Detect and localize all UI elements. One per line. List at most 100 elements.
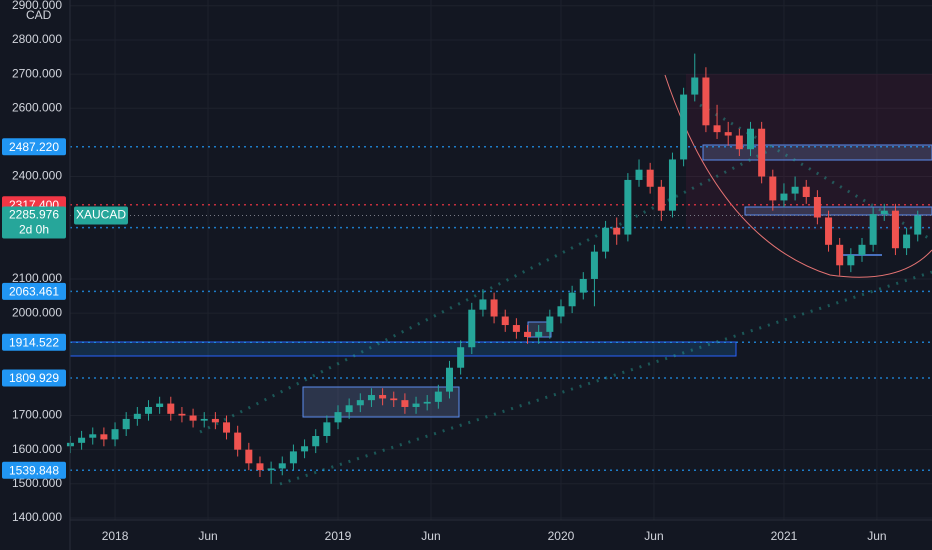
symbol-badge — [74, 206, 128, 225]
candle-body — [356, 400, 364, 406]
y-tick-label: 2600.000 — [12, 100, 62, 114]
candle-body — [735, 135, 743, 150]
candle-body — [412, 403, 420, 407]
candle-body — [445, 367, 453, 392]
candle-body — [825, 217, 833, 245]
candle-body — [880, 210, 888, 215]
y-tick-label: 1700.000 — [12, 408, 62, 422]
candle-body — [490, 299, 498, 317]
countdown-label: 2d 0h — [19, 223, 49, 237]
candle-body — [278, 463, 286, 469]
y-tick-label: 2000.000 — [12, 305, 62, 319]
candle-body — [869, 214, 877, 245]
candle-body — [914, 215, 922, 235]
candle-body — [144, 406, 152, 414]
price-badge — [2, 333, 66, 351]
zone-box — [302, 386, 460, 418]
y-tick-label: 1500.000 — [12, 476, 62, 490]
candle-body — [367, 395, 375, 401]
level-label: 2063.461 — [9, 285, 59, 299]
candle-body — [668, 159, 676, 211]
candle-body — [256, 463, 264, 471]
zone-box — [69, 341, 737, 357]
candle-body — [769, 176, 777, 201]
candle-body — [579, 278, 587, 293]
level-label: 1809.929 — [9, 371, 59, 385]
candle-body — [624, 179, 632, 235]
candles — [66, 53, 922, 484]
level-label: 2487.220 — [9, 140, 59, 154]
x-tick-label: 2018 — [102, 529, 129, 543]
candle-body — [423, 401, 431, 404]
candle-body — [691, 77, 699, 95]
candle-body — [390, 398, 398, 401]
candle-body — [234, 432, 242, 450]
candle-body — [791, 186, 799, 194]
x-tick-label: Jun — [867, 529, 886, 543]
candle-body — [78, 437, 86, 443]
candle-body — [724, 132, 732, 136]
candle-body — [635, 169, 643, 180]
arc — [664, 74, 932, 278]
candle-body — [590, 251, 598, 279]
candle-body — [891, 210, 899, 249]
candle-body — [702, 77, 710, 126]
candle-body — [747, 128, 755, 150]
candle-body — [524, 331, 532, 337]
y-tick-label: 2100.000 — [12, 271, 62, 285]
y-tick-label: 1400.000 — [12, 510, 62, 524]
candle-body — [401, 400, 409, 407]
candle-body — [903, 234, 911, 249]
x-tick-label: Jun — [644, 529, 663, 543]
candle-body — [189, 415, 197, 421]
last-price-label: 2285.976 — [9, 208, 59, 222]
candle-body — [301, 446, 309, 452]
y-tick-label: 2900.000 — [12, 0, 62, 12]
candle-body — [312, 436, 320, 447]
candle-body — [345, 405, 353, 413]
x-tick-label: 2019 — [325, 529, 352, 543]
candle-body — [680, 94, 688, 160]
candle-body — [479, 299, 487, 310]
candle-body — [178, 413, 186, 416]
price-badge — [2, 138, 66, 156]
candle-body — [111, 429, 119, 440]
candle-body — [323, 422, 331, 437]
candle-body — [167, 403, 175, 414]
level-label: 1914.522 — [9, 335, 59, 349]
candle-body — [802, 186, 810, 198]
candle-body — [468, 309, 476, 348]
candle-body — [713, 125, 721, 133]
price-badge — [2, 282, 66, 300]
candle-body — [267, 468, 275, 471]
price-badge — [2, 369, 66, 387]
y-tick-label: 1600.000 — [12, 442, 62, 456]
candle-body — [568, 292, 576, 307]
price-badge — [2, 461, 66, 479]
y-tick-label: 2700.000 — [12, 66, 62, 80]
x-tick-label: Jun — [198, 529, 217, 543]
candle-body — [457, 347, 465, 368]
candle-body — [512, 325, 520, 332]
candle-body — [133, 413, 141, 419]
candle-body — [836, 244, 844, 266]
x-tick-label: Jun — [421, 529, 440, 543]
y-tick-label: 2400.000 — [12, 169, 62, 183]
y-tick-label: 2800.000 — [12, 32, 62, 46]
candle-body — [223, 422, 231, 433]
candle-body — [847, 255, 855, 266]
candle-body — [379, 395, 387, 399]
x-tick-label: 2021 — [771, 529, 798, 543]
last-price-badge — [2, 206, 66, 239]
candle-body — [334, 412, 342, 423]
candle-body — [602, 227, 610, 252]
currency-label: CAD — [26, 8, 52, 22]
candle-body — [646, 169, 654, 187]
candle-body — [100, 434, 108, 440]
level-label: 1539.848 — [9, 463, 59, 477]
candle-body — [613, 227, 621, 235]
candle-body — [546, 316, 554, 332]
candle-body — [758, 128, 766, 177]
